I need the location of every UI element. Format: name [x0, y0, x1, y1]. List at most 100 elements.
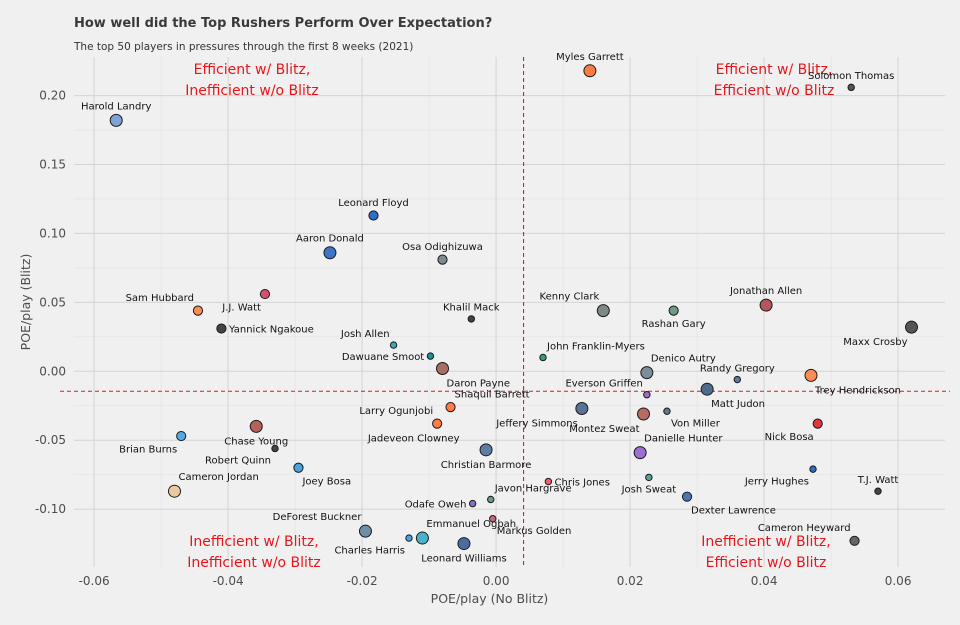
data-point[interactable] [905, 320, 918, 334]
data-point[interactable] [759, 298, 773, 312]
chart-title: How well did the Top Rushers Perform Ove… [74, 16, 493, 31]
x-tick-label: 0.04 [751, 574, 778, 588]
data-point[interactable] [479, 443, 493, 457]
quadrant-label-top-left: Efficient w/ Blitz, [194, 62, 311, 78]
data-point-label: Joey Bosa [301, 476, 351, 487]
data-point-label: Dawuane Smoot [342, 352, 424, 363]
data-point-label: Trey Hendrickson [814, 385, 901, 396]
data-point[interactable] [643, 391, 651, 399]
data-point-label: Montez Sweat [569, 424, 639, 435]
data-point[interactable] [389, 341, 398, 349]
y-tick-label: 0.00 [39, 364, 66, 378]
data-point[interactable] [640, 366, 654, 380]
data-point-label: Larry Ogunjobi [359, 406, 433, 417]
data-point[interactable] [489, 515, 497, 523]
data-point[interactable] [358, 524, 372, 538]
data-point[interactable] [216, 323, 227, 334]
data-point[interactable] [168, 484, 181, 498]
data-point[interactable] [259, 288, 271, 300]
data-point[interactable] [457, 537, 471, 551]
data-point-label: Nick Bosa [765, 432, 814, 443]
data-point[interactable] [544, 477, 553, 486]
y-axis-title: POE/play (Blitz) [18, 254, 33, 351]
data-point-label: Von Miller [671, 418, 721, 429]
data-point-label: Javon Hargrave [494, 483, 572, 494]
data-point-label: Jonathan Allen [729, 286, 802, 297]
data-point[interactable] [809, 465, 817, 473]
data-point[interactable] [539, 353, 547, 362]
data-point[interactable] [596, 304, 610, 318]
quadrant-label-bottom-left: Inefficient w/ Blitz, [189, 534, 318, 550]
data-point[interactable] [847, 83, 855, 92]
data-point-label: Robert Quinn [205, 456, 271, 467]
data-point[interactable] [192, 305, 204, 316]
data-point-label: Josh Allen [340, 329, 390, 340]
data-point[interactable] [426, 352, 435, 360]
data-point-label: Christian Barmore [441, 460, 532, 471]
x-tick-label: -0.06 [79, 574, 110, 588]
data-point[interactable] [583, 64, 597, 78]
data-point[interactable] [467, 315, 476, 323]
data-point[interactable] [293, 462, 304, 473]
data-point-label: Daron Payne [447, 379, 510, 390]
data-point-label: DeForest Buckner [273, 512, 363, 523]
data-point[interactable] [436, 362, 449, 376]
data-point-label: Cameron Heyward [758, 523, 851, 534]
data-point[interactable] [487, 495, 495, 504]
data-point[interactable] [575, 401, 589, 415]
data-point-label: Dexter Lawrence [691, 505, 776, 516]
data-point-label: Markus Golden [497, 526, 572, 537]
y-tick-label: 0.20 [39, 89, 66, 103]
data-point[interactable] [432, 418, 443, 429]
data-point-label: Myles Garrett [556, 52, 624, 63]
data-point[interactable] [849, 535, 860, 546]
data-point[interactable] [437, 254, 448, 265]
x-tick-label: 0.02 [617, 574, 644, 588]
quadrant-label-top-left: Inefficient w/o Blitz [185, 83, 319, 99]
data-point-label: Randy Gregory [700, 363, 775, 374]
data-point[interactable] [733, 375, 741, 384]
data-point-label: Khalil Mack [443, 303, 500, 314]
x-tick-label: 0.00 [483, 574, 510, 588]
y-tick-label: 0.15 [39, 158, 66, 172]
data-point[interactable] [663, 407, 671, 415]
data-point[interactable] [415, 531, 429, 545]
data-point[interactable] [109, 113, 123, 127]
data-point[interactable] [681, 491, 693, 502]
y-tick-label: -0.05 [35, 433, 66, 447]
data-point[interactable] [645, 473, 653, 482]
data-point[interactable] [804, 368, 818, 382]
data-point-label: Matt Judon [711, 399, 765, 410]
data-point[interactable] [176, 430, 187, 442]
data-point[interactable] [323, 246, 337, 260]
data-point-label: Harold Landry [81, 101, 151, 112]
data-point-label: Leonard Floyd [338, 198, 409, 209]
data-point[interactable] [700, 382, 714, 396]
data-point-label: J.J. Watt [221, 303, 261, 314]
data-point[interactable] [633, 446, 647, 460]
data-point-label: Brian Burns [119, 445, 177, 456]
data-point[interactable] [249, 419, 263, 433]
data-point-label: Danielle Hunter [644, 434, 723, 445]
data-point[interactable] [368, 210, 379, 221]
data-point-label: Maxx Crosby [843, 337, 907, 348]
data-point[interactable] [812, 418, 823, 429]
data-point[interactable] [271, 444, 279, 453]
data-point[interactable] [405, 534, 413, 542]
quadrant-label-bottom-right: Inefficient w/ Blitz, [701, 534, 830, 550]
data-point-label: Chase Young [224, 436, 288, 447]
data-point-label: Denico Autry [651, 354, 716, 365]
data-point-label: Odafe Oweh [405, 500, 467, 511]
data-point-label: T.J. Watt [857, 475, 899, 486]
data-point[interactable] [874, 487, 882, 495]
data-point-label: Rashan Gary [642, 319, 706, 330]
data-point[interactable] [445, 402, 456, 413]
data-point[interactable] [668, 305, 679, 316]
data-point-label: Cameron Jordan [179, 472, 259, 483]
data-point-label: Sam Hubbard [126, 293, 194, 304]
data-point-label: Shaquil Barrett [455, 390, 530, 401]
data-point[interactable] [637, 407, 650, 421]
data-point[interactable] [468, 499, 477, 508]
